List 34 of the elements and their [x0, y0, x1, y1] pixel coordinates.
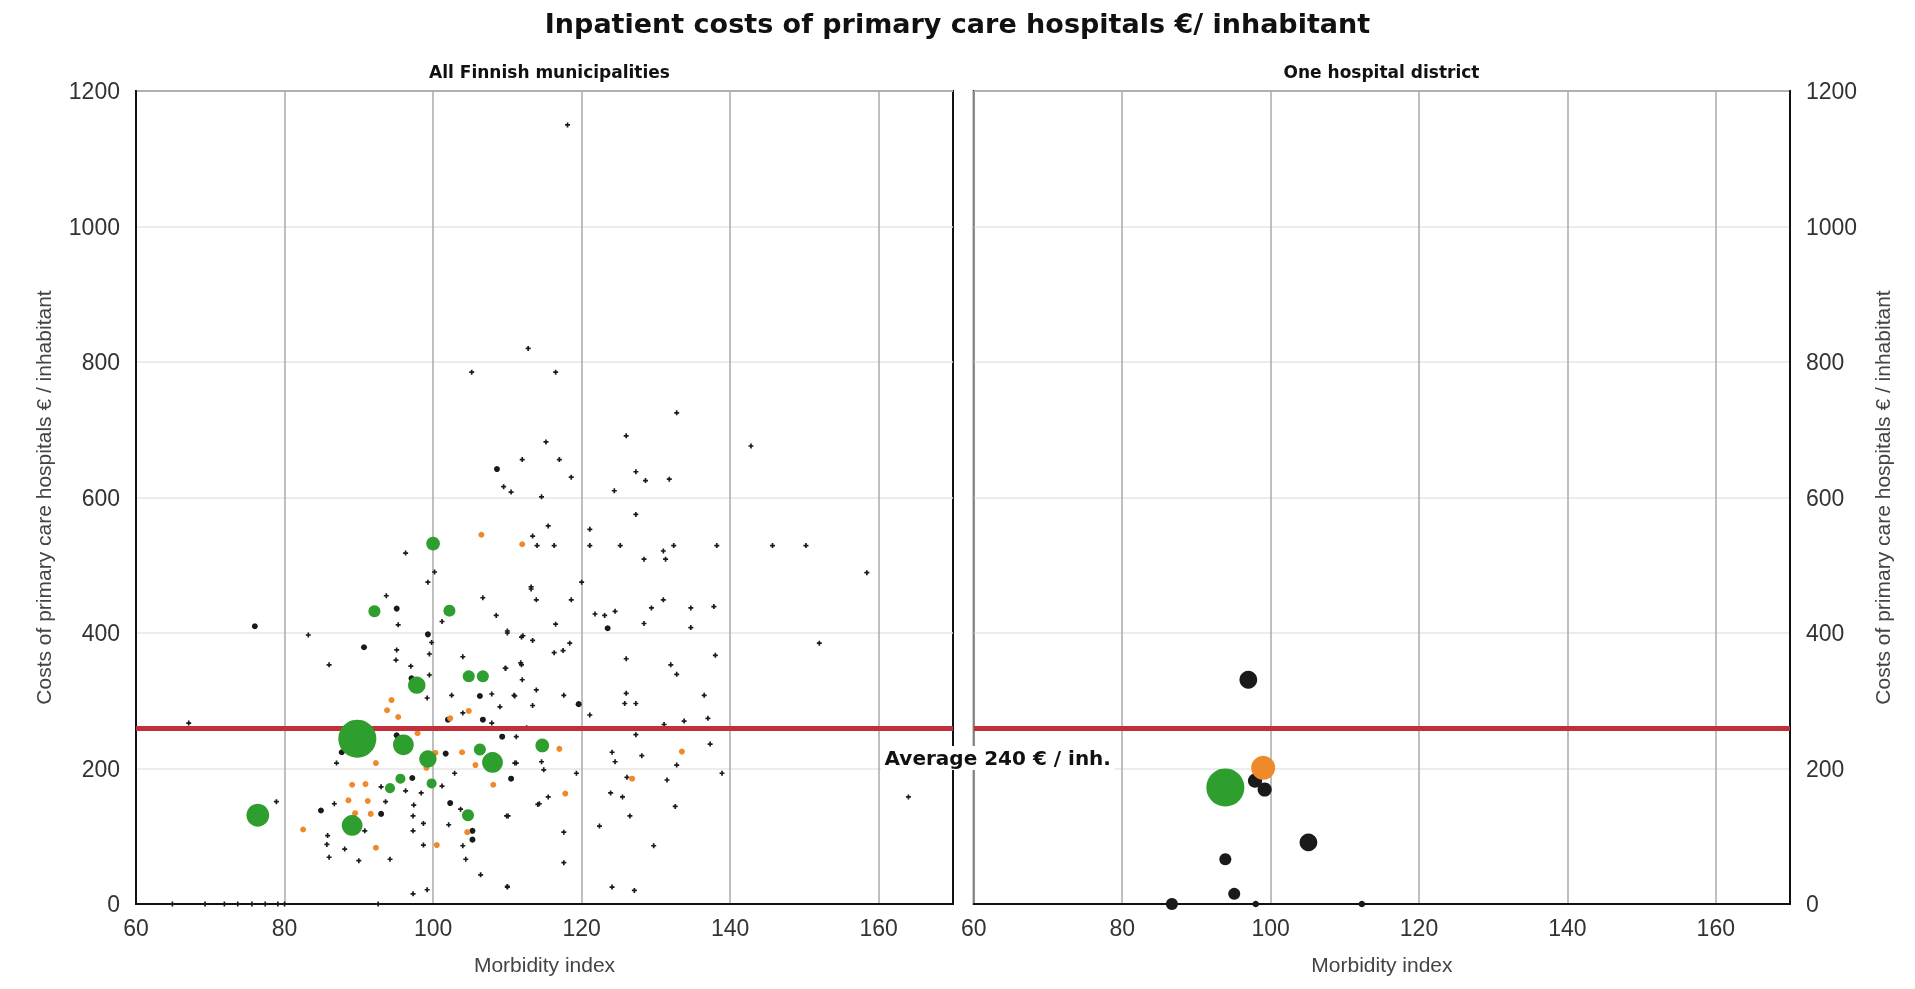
x-tick-label: 80: [1109, 914, 1135, 941]
y-tick-label: 400: [81, 620, 120, 646]
y-tick-label: 800: [1806, 349, 1845, 375]
chart-subtitle: One hospital district: [1283, 61, 1480, 82]
y-tick-label: 400: [1806, 620, 1845, 646]
x-tick-label: 120: [562, 914, 601, 941]
y-tick-label: 800: [81, 349, 120, 375]
ref-line-label: Average 240 € / inh.: [880, 745, 1115, 770]
x-axis-title: Morbidity index: [1311, 953, 1454, 976]
x-tick-label: 120: [1399, 914, 1439, 941]
y-tick-label: 200: [81, 755, 120, 782]
y-tick-label: 1200: [68, 78, 120, 104]
y-tick-label: 1200: [1806, 78, 1858, 104]
y-tick-label: 0: [107, 891, 120, 917]
x-tick-label: 140: [710, 914, 750, 941]
y-tick-label: 1000: [1806, 213, 1858, 240]
y-axis-title: Costs of primary care hospitals € / inhabitant: [32, 290, 55, 705]
y-tick-label: 200: [1806, 755, 1845, 782]
y-tick-label: 1000: [68, 213, 120, 240]
chart-title: Inpatient costs of primary care hospitals €/ inhabitant: [543, 8, 1372, 39]
x-tick-label: 160: [859, 914, 898, 941]
y-tick-label: 0: [1806, 891, 1819, 917]
y-axis-title: Costs of primary care hospitals € / inhabitant: [1871, 290, 1894, 705]
y-tick-label: 600: [81, 484, 120, 511]
chart-subtitle: All Finnish municipalities: [429, 61, 670, 82]
x-tick-label: 60: [123, 914, 149, 941]
x-tick-label: 100: [1251, 914, 1290, 941]
x-tick-label: 160: [1696, 914, 1735, 941]
x-tick-label: 60: [960, 914, 987, 941]
x-tick-label: 100: [413, 914, 453, 941]
x-tick-label: 80: [271, 914, 298, 941]
x-axis-title: Morbidity index: [473, 953, 616, 976]
y-tick-label: 600: [1806, 484, 1845, 511]
x-tick-label: 140: [1548, 914, 1587, 941]
